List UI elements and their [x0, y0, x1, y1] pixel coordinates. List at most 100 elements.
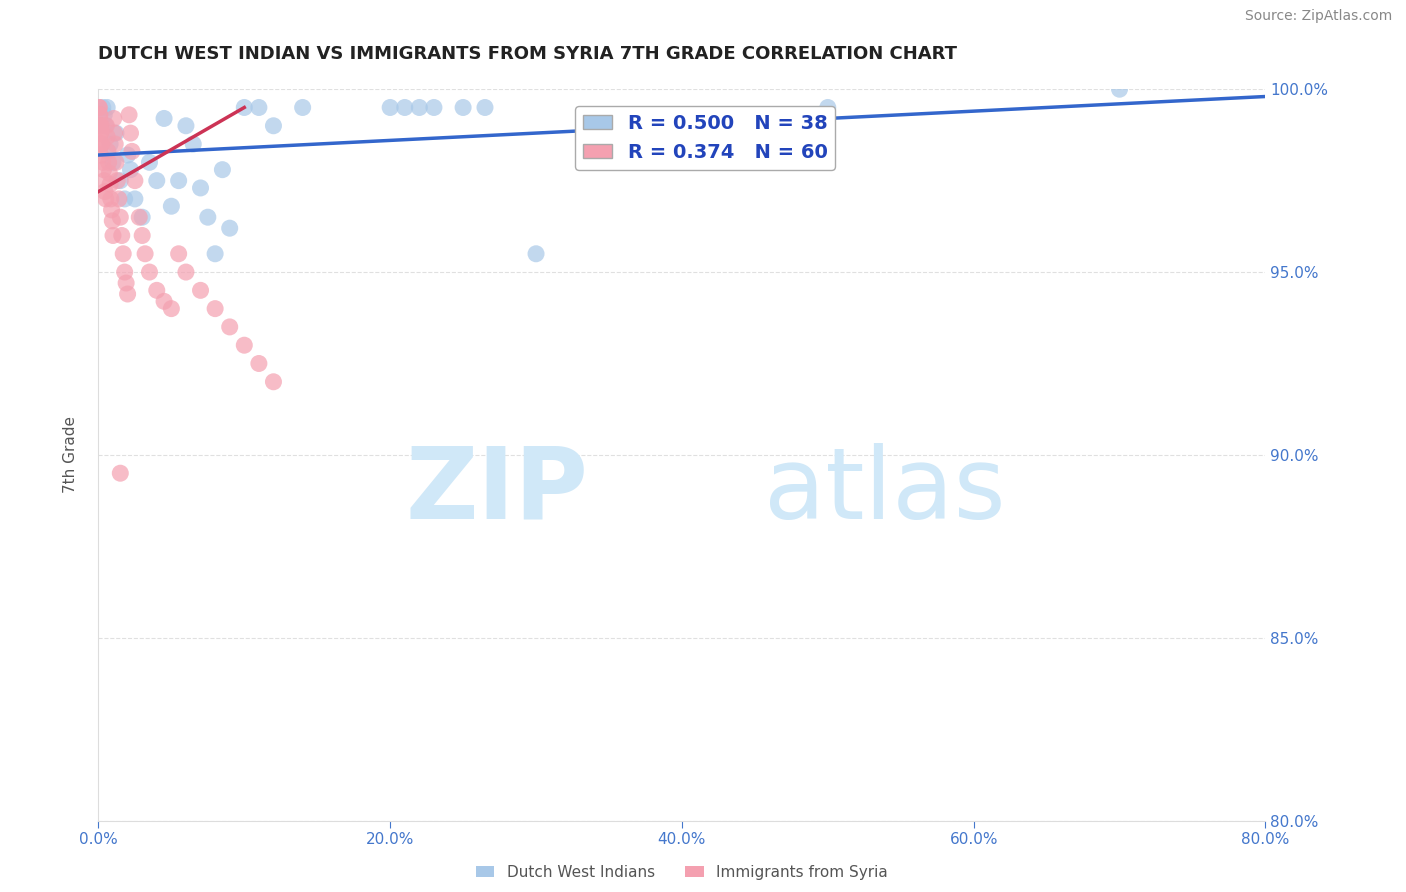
Point	[89, 119, 111, 133]
Point	[89, 100, 111, 114]
Point	[117, 148, 139, 162]
Point	[138, 265, 160, 279]
Point	[124, 174, 146, 188]
Point	[204, 246, 226, 260]
Point	[524, 246, 547, 260]
Point	[101, 214, 124, 228]
Point	[190, 284, 212, 298]
Point	[94, 119, 117, 133]
Point	[146, 284, 169, 298]
Point	[153, 294, 176, 309]
Point	[291, 100, 314, 114]
Point	[96, 100, 118, 114]
Point	[96, 129, 118, 144]
Point	[89, 108, 111, 122]
Point	[247, 357, 270, 371]
Point	[204, 301, 226, 316]
Point	[97, 155, 120, 169]
Point	[181, 136, 204, 151]
Point	[93, 108, 115, 122]
Point	[103, 112, 125, 126]
Point	[89, 108, 111, 122]
Point	[120, 162, 142, 177]
Point	[262, 375, 284, 389]
Point	[115, 276, 138, 290]
Point	[96, 119, 118, 133]
Point	[124, 192, 146, 206]
Point	[120, 126, 142, 140]
Point	[160, 301, 183, 316]
Point	[93, 174, 115, 188]
Point	[101, 228, 124, 243]
Point	[174, 265, 197, 279]
Point	[97, 145, 120, 159]
Point	[105, 174, 128, 188]
Point	[103, 126, 125, 140]
Point	[89, 126, 111, 140]
Text: Source: ZipAtlas.com: Source: ZipAtlas.com	[1244, 9, 1392, 23]
Point	[167, 174, 190, 188]
Point	[233, 338, 256, 352]
Point	[100, 202, 122, 217]
Point	[233, 100, 256, 114]
Point	[89, 119, 111, 133]
Point	[114, 265, 136, 279]
Point	[247, 100, 270, 114]
Point	[90, 148, 112, 162]
Point	[90, 136, 112, 151]
Point	[108, 192, 131, 206]
Point	[474, 100, 496, 114]
Point	[121, 145, 143, 159]
Text: atlas: atlas	[763, 443, 1005, 540]
Point	[378, 100, 402, 114]
Point	[138, 155, 160, 169]
Point	[408, 100, 430, 114]
Point	[197, 211, 219, 225]
Point	[100, 192, 122, 206]
Y-axis label: 7th Grade: 7th Grade	[63, 417, 77, 493]
Point	[111, 228, 134, 243]
Point	[89, 100, 111, 114]
Text: DUTCH WEST INDIAN VS IMMIGRANTS FROM SYRIA 7TH GRADE CORRELATION CHART: DUTCH WEST INDIAN VS IMMIGRANTS FROM SYR…	[98, 45, 957, 62]
Point	[104, 155, 127, 169]
Point	[134, 246, 156, 260]
Point	[91, 100, 114, 114]
Point	[98, 136, 121, 151]
Point	[146, 174, 169, 188]
Point	[91, 136, 114, 151]
Point	[1108, 82, 1130, 96]
Point	[104, 136, 127, 151]
Point	[98, 166, 121, 180]
Point	[451, 100, 474, 114]
Point	[112, 246, 135, 260]
Point	[117, 287, 139, 301]
Point	[218, 320, 240, 334]
Point	[110, 174, 132, 188]
Point	[128, 211, 150, 225]
Point	[423, 100, 446, 114]
Point	[174, 119, 197, 133]
Point	[98, 178, 121, 192]
Point	[114, 192, 136, 206]
Point	[262, 119, 284, 133]
Point	[91, 155, 114, 169]
Point	[104, 126, 127, 140]
Point	[131, 211, 153, 225]
Point	[218, 221, 240, 235]
Point	[131, 228, 153, 243]
Point	[118, 108, 141, 122]
Point	[211, 162, 233, 177]
Point	[153, 112, 176, 126]
Text: ZIP: ZIP	[406, 443, 589, 540]
Point	[110, 467, 132, 481]
Point	[160, 199, 183, 213]
Point	[190, 181, 212, 195]
Point	[101, 155, 124, 169]
Legend: Dutch West Indians, Immigrants from Syria: Dutch West Indians, Immigrants from Syri…	[470, 859, 894, 886]
Point	[167, 246, 190, 260]
Point	[93, 162, 115, 177]
Point	[94, 192, 117, 206]
Point	[90, 126, 112, 140]
Point	[817, 100, 839, 114]
Point	[94, 185, 117, 199]
